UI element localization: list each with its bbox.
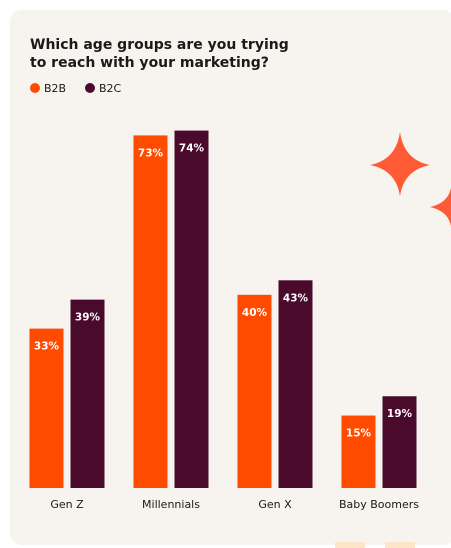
star-decoration	[430, 188, 451, 226]
legend-label: B2B	[44, 82, 66, 95]
decoration	[385, 542, 415, 548]
data-label: 15%	[346, 428, 372, 440]
x-tick-label: Millennials	[142, 498, 200, 511]
chart-title: Which age groups are you trying to reach…	[30, 37, 289, 71]
bar	[174, 130, 209, 488]
data-label: 43%	[283, 292, 309, 304]
legend-swatch	[30, 83, 40, 93]
bar	[29, 328, 64, 488]
data-label: 74%	[179, 143, 205, 155]
bar	[237, 294, 272, 488]
star-decoration	[370, 132, 430, 196]
data-label: 33%	[34, 341, 60, 353]
legend-label: B2C	[99, 82, 122, 95]
legend-swatch	[85, 83, 95, 93]
x-tick-label: Gen Z	[50, 498, 84, 511]
decoration	[335, 542, 365, 548]
bar	[70, 299, 105, 488]
bar	[278, 280, 313, 488]
bar	[382, 396, 417, 488]
data-label: 39%	[75, 312, 101, 324]
x-tick-label: Gen X	[258, 498, 292, 511]
x-tick-label: Baby Boomers	[339, 498, 419, 511]
data-label: 40%	[242, 307, 268, 319]
data-label: 19%	[387, 408, 413, 420]
bar	[341, 415, 376, 488]
bar	[133, 135, 168, 488]
data-label: 73%	[138, 147, 164, 159]
